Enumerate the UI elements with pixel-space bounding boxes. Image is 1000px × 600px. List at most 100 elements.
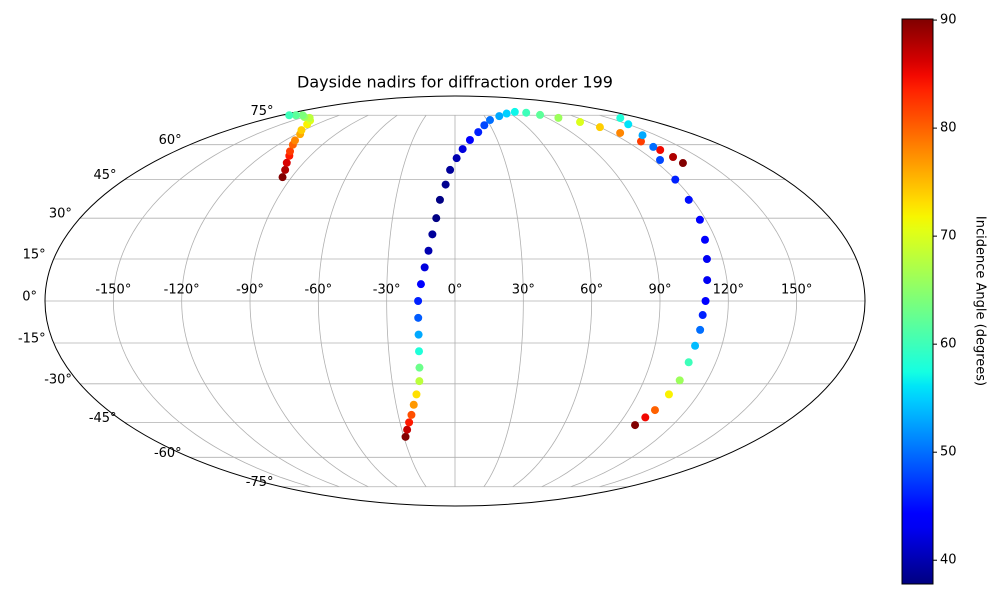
point <box>409 400 418 409</box>
point <box>474 128 483 137</box>
colorbar-tick-label: 50 <box>940 445 957 460</box>
point <box>432 214 441 223</box>
point <box>616 128 625 137</box>
point <box>656 145 665 154</box>
point <box>669 152 678 161</box>
grid <box>45 114 865 488</box>
colorbar-tick-label: 60 <box>940 337 957 352</box>
point <box>281 165 290 174</box>
x-tick-label: 150° <box>781 283 812 298</box>
y-tick-label: 75° <box>250 104 273 119</box>
point <box>502 109 511 118</box>
point <box>701 297 710 305</box>
y-tick-label: 45° <box>94 168 117 183</box>
y-tick-label: -30° <box>44 372 72 387</box>
point <box>441 180 450 189</box>
point <box>415 377 424 386</box>
point <box>698 311 707 320</box>
point <box>650 406 659 415</box>
grid-line <box>483 115 524 487</box>
point <box>656 155 665 164</box>
point <box>595 123 604 132</box>
point <box>510 107 519 116</box>
point <box>696 325 705 334</box>
point <box>554 113 563 122</box>
x-tick-label: 60° <box>580 283 603 298</box>
point <box>684 195 693 204</box>
map-boundary <box>44 95 866 507</box>
x-tick-label: -30° <box>373 283 401 298</box>
point <box>495 112 504 121</box>
point <box>414 313 423 322</box>
point <box>452 154 461 163</box>
y-tick-label: 30° <box>49 207 72 222</box>
tick-labels: -75° -60° -45° -30° -15° 0° 15° 30° 45° 60° 75° -15… <box>18 104 812 490</box>
point <box>401 432 410 441</box>
x-tick-label: -150° <box>95 283 131 298</box>
point <box>638 131 647 140</box>
colorbar-tick-label: 80 <box>940 121 957 136</box>
point <box>435 195 444 204</box>
colorbar-label: Incidence Angle (degrees) <box>973 216 988 386</box>
point <box>291 136 300 145</box>
point <box>684 358 693 367</box>
point <box>414 297 423 305</box>
colorbar-ticks: 40 50 60 70 80 90 <box>933 13 957 568</box>
point <box>671 175 680 184</box>
colorbar-tick-label: 90 <box>940 13 957 28</box>
x-tick-label: 0° <box>448 283 463 298</box>
point <box>282 158 291 167</box>
points <box>278 107 712 441</box>
x-tick-label: -90° <box>236 283 264 298</box>
x-tick-label: 90° <box>648 283 671 298</box>
colorbar <box>901 18 934 585</box>
grid-line <box>181 114 340 488</box>
point <box>278 173 287 182</box>
grid-line <box>570 114 729 488</box>
point <box>695 215 704 224</box>
y-tick-label: 0° <box>22 290 37 305</box>
point <box>403 425 412 434</box>
point <box>414 330 423 339</box>
x-tick-label: 120° <box>713 283 744 298</box>
point <box>631 421 640 430</box>
point <box>415 363 424 372</box>
point <box>664 390 673 399</box>
y-tick-label: -15° <box>18 331 46 346</box>
grid-line <box>599 114 798 488</box>
point <box>624 120 633 129</box>
y-tick-label: -75° <box>246 475 274 490</box>
point <box>405 418 414 427</box>
point <box>446 165 455 174</box>
point <box>576 118 585 127</box>
point <box>297 126 306 135</box>
point <box>415 347 424 356</box>
point <box>702 255 711 264</box>
chart-title: Dayside nadirs for diffraction order 199 <box>297 73 613 92</box>
colorbar-tick-label: 40 <box>940 553 957 568</box>
point <box>703 276 712 285</box>
x-tick-label: 30° <box>512 283 535 298</box>
grid-line <box>541 114 661 488</box>
point <box>412 390 421 399</box>
point <box>678 159 687 168</box>
point <box>522 108 531 117</box>
grid-line <box>112 114 311 488</box>
point <box>424 246 433 255</box>
point <box>536 110 545 119</box>
grid-line <box>512 114 593 488</box>
point <box>420 263 429 272</box>
point <box>416 280 425 289</box>
grid-line <box>317 114 398 488</box>
point <box>616 114 625 123</box>
point <box>485 116 494 125</box>
point <box>649 142 658 151</box>
point <box>641 413 650 422</box>
y-tick-label: 60° <box>159 133 182 148</box>
point <box>407 410 416 419</box>
point <box>291 111 300 120</box>
point <box>286 147 295 156</box>
y-tick-label: 15° <box>23 248 46 263</box>
colorbar-tick-label: 70 <box>940 229 957 244</box>
